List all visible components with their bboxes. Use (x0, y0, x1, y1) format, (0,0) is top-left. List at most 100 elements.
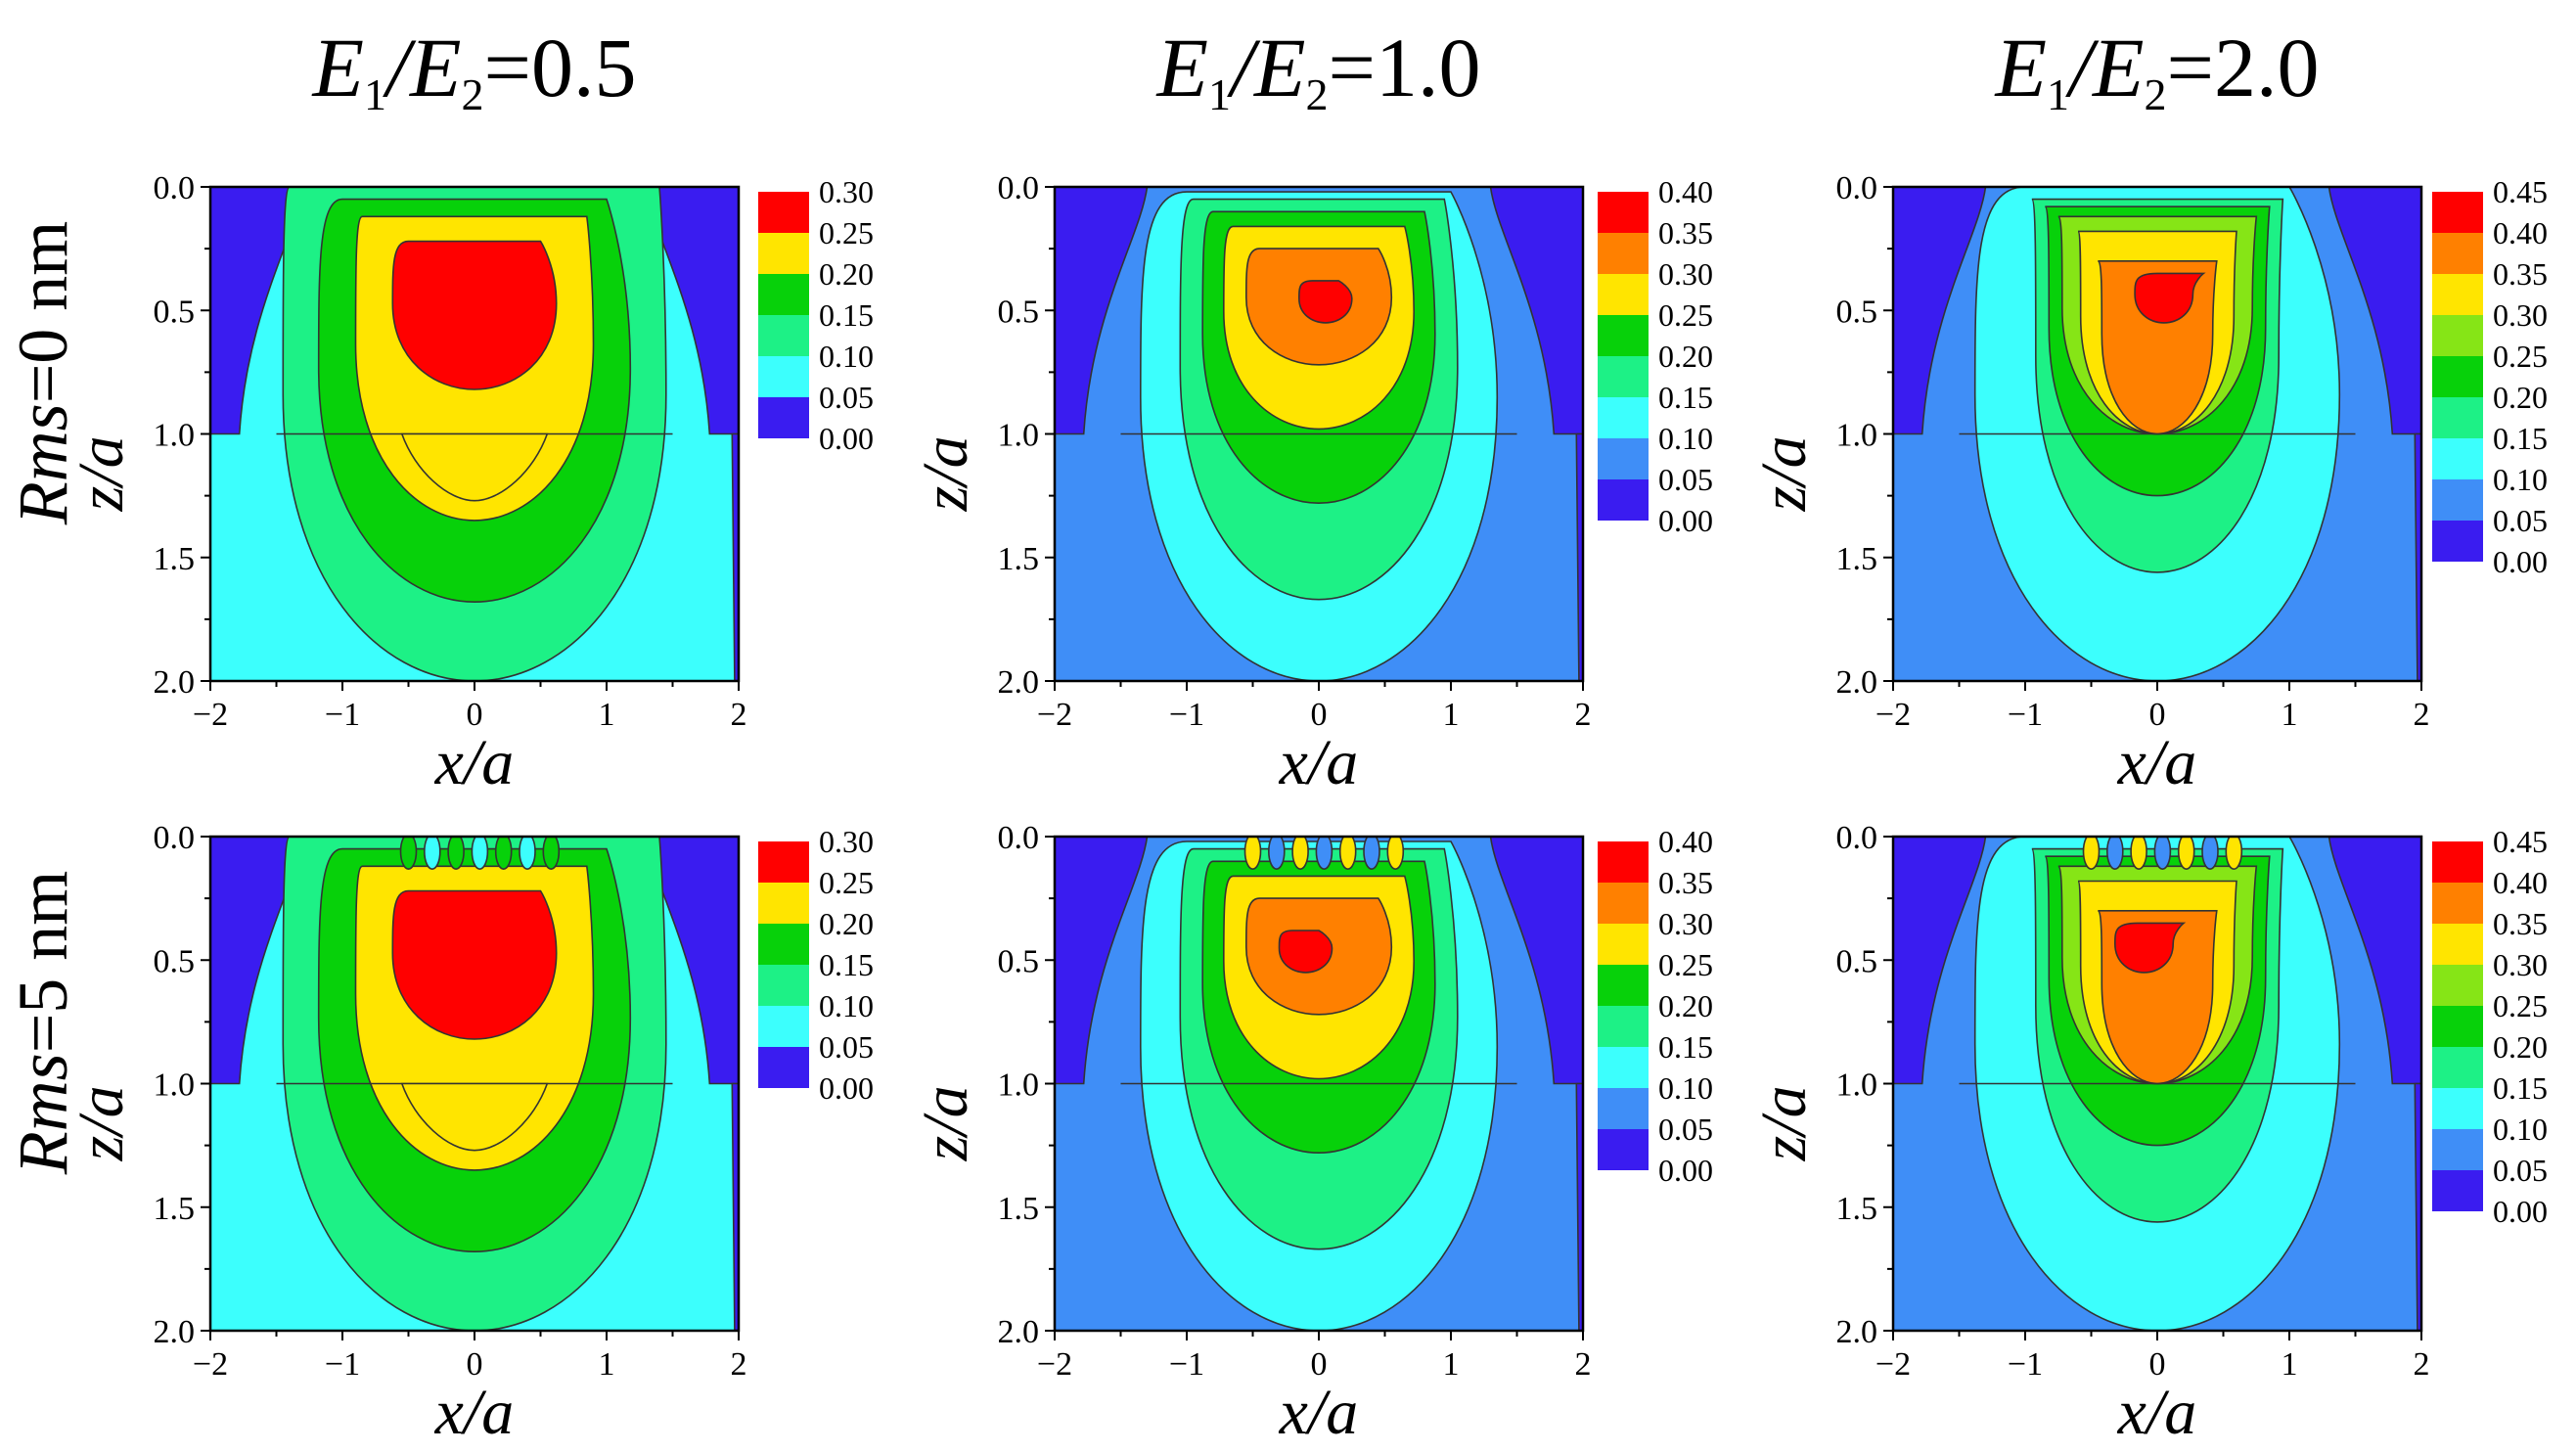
contour-level (2327, 837, 2421, 1085)
z-tick-label: 0.0 (1836, 170, 1878, 206)
colorbar-tick-label: 0.00 (819, 421, 874, 456)
contour-level (2327, 187, 2421, 435)
z-tick-label: 1.0 (154, 1067, 196, 1104)
x-tick-label: −2 (1037, 1346, 1072, 1383)
colorbar-tick-label: 0.05 (1658, 462, 1713, 497)
x-tick-label: −1 (1169, 1346, 1204, 1383)
contour-panel: −2 −1 0 1 2 0.0 0.5 1.0 1.5 2.0 x/a z/a 0.00 0.05 0.10… (1748, 170, 2548, 798)
contour-panel: −2 −1 0 1 2 0.0 0.5 1.0 1.5 2.0 x/a z/a 0.00 0.05 0.10… (66, 170, 874, 798)
surface-ripple (1291, 837, 1309, 870)
y-axis-label: z/a (910, 435, 981, 512)
colorbar-tick-label: 0.30 (2493, 297, 2548, 333)
colorbar-tick-label: 0.45 (2493, 174, 2548, 209)
x-tick-label: −2 (1037, 697, 1072, 733)
colorbar-swatch (2432, 192, 2483, 233)
colorbar-swatch (758, 315, 809, 356)
contour-level (2414, 1082, 2421, 1331)
x-tick-label: 2 (731, 697, 747, 733)
colorbar-tick-label: 0.05 (2493, 1153, 2548, 1188)
colorbar-swatch (758, 841, 809, 883)
contour-level (1575, 1082, 1583, 1331)
surface-ripple (519, 837, 536, 870)
colorbar-tick-label: 0.15 (819, 947, 874, 982)
x-tick-label: 1 (1443, 1346, 1460, 1383)
surface-ripple (494, 837, 513, 870)
colorbar-tick-label: 0.35 (1658, 215, 1713, 250)
colorbar-tick-label: 0.30 (1658, 256, 1713, 292)
colorbar-swatch (1598, 397, 1649, 438)
x-tick-label: 1 (2282, 1346, 2298, 1383)
colorbar-tick-label: 0.00 (819, 1070, 874, 1106)
x-tick-label: −1 (325, 697, 360, 733)
z-tick-label: 2.0 (154, 1314, 196, 1350)
colorbar-tick-label: 0.25 (2493, 339, 2548, 374)
colorbar-tick-label: 0.15 (819, 297, 874, 333)
row-label: Rms=5 nm (4, 871, 82, 1176)
colorbar: 0.00 0.05 0.10 0.15 0.20 0.25 0.30 0.35 0.40 (1598, 174, 1713, 538)
colorbar-swatch (1598, 841, 1649, 883)
z-tick-label: 1.0 (998, 1067, 1040, 1104)
colorbar-swatch (758, 1006, 809, 1047)
contour-level (400, 432, 549, 502)
contour-panel: −2 −1 0 1 2 0.0 0.5 1.0 1.5 2.0 x/a z/a 0.00 0.05 0.10… (910, 170, 1713, 798)
colorbar-tick-label: 0.00 (2493, 1194, 2548, 1229)
colorbar-swatch (2432, 924, 2483, 965)
contour-level (1489, 187, 1583, 435)
colorbar-tick-label: 0.25 (819, 865, 874, 900)
z-tick-label: 2.0 (998, 664, 1040, 701)
colorbar-tick-label: 0.15 (2493, 1070, 2548, 1106)
surface-ripple (424, 837, 441, 870)
x-tick-label: −2 (1876, 697, 1911, 733)
colorbar-swatch (758, 924, 809, 965)
contour-level (1278, 930, 1333, 974)
colorbar-swatch (2432, 1170, 2483, 1211)
colorbar-tick-label: 0.25 (1658, 947, 1713, 982)
colorbar-swatch (1598, 315, 1649, 356)
colorbar-tick-label: 0.30 (819, 174, 874, 209)
colorbar-tick-label: 0.35 (2493, 256, 2548, 292)
contour-fields (1893, 837, 2421, 1331)
colorbar-swatch (758, 274, 809, 315)
contour-level (2414, 432, 2421, 681)
z-tick-label: 1.5 (1836, 541, 1878, 577)
x-tick-label: 1 (1443, 697, 1460, 733)
colorbar-tick-label: 0.30 (819, 824, 874, 859)
colorbar-tick-label: 0.00 (2493, 544, 2548, 579)
surface-ripple (542, 837, 561, 870)
colorbar-tick-label: 0.20 (819, 256, 874, 292)
colorbar-tick-label: 0.20 (1658, 339, 1713, 374)
colorbar-swatch (2432, 438, 2483, 479)
colorbar-tick-label: 0.15 (1658, 1029, 1713, 1065)
z-tick-label: 1.0 (1836, 418, 1878, 454)
contour-fields (1055, 187, 1583, 681)
surface-ripple (2130, 837, 2147, 870)
colorbar-tick-label: 0.05 (819, 380, 874, 415)
x-tick-label: 2 (1575, 697, 1592, 733)
x-tick-label: 0 (467, 1346, 483, 1383)
z-tick-label: 0.5 (154, 294, 196, 330)
z-tick-label: 0.0 (998, 820, 1040, 856)
colorbar-swatch (1598, 924, 1649, 965)
y-axis-label: z/a (66, 435, 137, 512)
colorbar-swatch (2432, 1129, 2483, 1170)
x-tick-label: −1 (1169, 697, 1204, 733)
x-tick-label: −2 (1876, 1346, 1911, 1383)
colorbar-swatch (2432, 233, 2483, 274)
x-tick-label: 0 (1311, 1346, 1328, 1383)
colorbar-swatch (2432, 1006, 2483, 1047)
colorbar-tick-label: 0.00 (1658, 1153, 1713, 1188)
colorbar-tick-label: 0.10 (1658, 1070, 1713, 1106)
surface-ripple (2201, 837, 2219, 870)
colorbar-tick-label: 0.25 (1658, 297, 1713, 333)
z-tick-label: 1.0 (998, 418, 1040, 454)
colorbar-tick-label: 0.40 (1658, 174, 1713, 209)
x-tick-label: −2 (193, 697, 228, 733)
colorbar: 0.00 0.05 0.10 0.15 0.20 0.25 0.30 (758, 174, 874, 456)
colorbar-tick-label: 0.10 (819, 988, 874, 1023)
x-axis-label: x/a (434, 1377, 515, 1448)
colorbar-swatch (1598, 883, 1649, 924)
x-tick-label: 1 (2282, 697, 2298, 733)
contour-level (1055, 837, 1149, 1085)
surface-ripple (2106, 837, 2124, 870)
colorbar-swatch (2432, 521, 2483, 562)
